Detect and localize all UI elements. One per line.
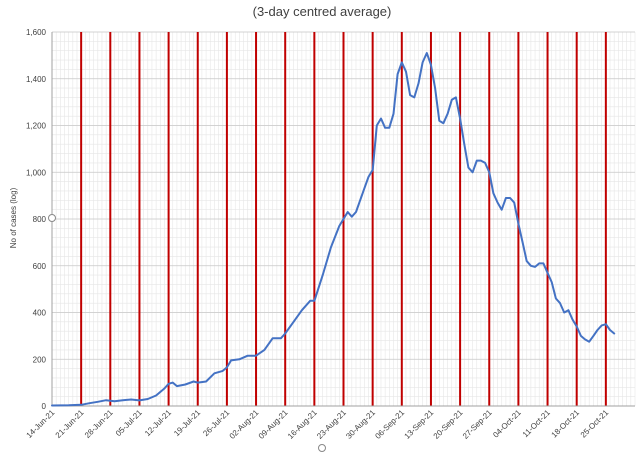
series-layer [51, 52, 616, 407]
y-tick-label: 1,000 [26, 168, 47, 177]
y-tick-label: 400 [33, 309, 47, 318]
series-line [51, 52, 616, 407]
y-tick-label: 600 [33, 262, 47, 271]
chart-title: (3-day centred average) [253, 4, 392, 19]
y-tick-labels: 0 200 400 600 800 1,000 1,200 1,400 1,600 [26, 28, 47, 411]
y-tick-label: 1,400 [26, 75, 47, 84]
y-tick-label: 0 [42, 402, 47, 411]
resize-handle-bottom[interactable] [318, 444, 326, 452]
y-tick-label: 800 [33, 215, 47, 224]
y-tick-label: 200 [33, 355, 47, 364]
resize-handle-left[interactable] [48, 214, 56, 222]
weekly-marker-lines [80, 32, 607, 406]
y-tick-label: 1,600 [26, 28, 47, 37]
y-tick-label: 1,200 [26, 122, 47, 131]
y-axis-title: No of cases (log) [9, 187, 18, 248]
